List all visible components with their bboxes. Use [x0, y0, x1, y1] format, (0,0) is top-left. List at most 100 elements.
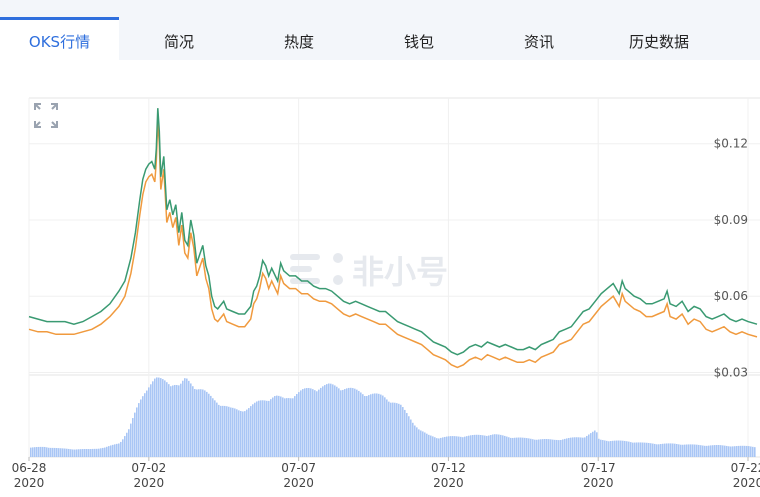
volume-bar	[362, 394, 364, 457]
volume-bar	[368, 395, 370, 457]
volume-bar	[574, 437, 576, 457]
volume-bar	[196, 389, 198, 457]
volume-bar	[696, 444, 698, 457]
volume-bar	[480, 435, 482, 457]
volume-bar	[176, 385, 178, 457]
volume-bar	[408, 416, 410, 457]
volume-bar	[42, 446, 44, 457]
volume-bar	[330, 383, 332, 457]
volume-bar	[336, 386, 338, 457]
volume-bar	[276, 395, 278, 457]
volume-bar	[446, 436, 448, 457]
volume-bar	[598, 438, 600, 457]
volume-bar	[474, 434, 476, 457]
volume-bar	[544, 439, 546, 457]
volume-bar	[492, 434, 494, 457]
volume-bar	[704, 445, 706, 457]
volume-bar	[256, 401, 258, 457]
volume-bar	[572, 437, 574, 457]
volume-bar	[666, 443, 668, 457]
volume-bar	[158, 377, 160, 457]
volume-bar	[646, 442, 648, 457]
price-series-line	[28, 120, 758, 369]
volume-bar	[650, 443, 652, 457]
volume-bar	[216, 402, 218, 457]
volume-bar	[274, 396, 276, 457]
volume-bar	[306, 388, 308, 457]
volume-bar	[712, 445, 714, 457]
volume-bar	[348, 387, 350, 457]
volume-bar	[482, 435, 484, 457]
volume-bar	[588, 434, 590, 457]
tab-overview[interactable]: 简况	[119, 20, 239, 60]
volume-bar	[658, 444, 660, 457]
volume-bar	[596, 432, 598, 457]
tab-label: 历史数据	[628, 33, 689, 51]
volume-bar	[272, 397, 274, 457]
volume-bar	[754, 447, 756, 457]
volume-bar	[184, 378, 186, 457]
volume-bar	[118, 443, 120, 457]
y-tick-label: $0.06	[714, 289, 748, 303]
volume-bar	[680, 444, 682, 457]
tab-label: 钱包	[403, 33, 434, 51]
volume-bar	[664, 443, 666, 457]
volume-bar	[742, 445, 744, 457]
volume-bar	[128, 429, 130, 457]
volume-bar	[526, 438, 528, 457]
volume-bar	[716, 445, 718, 457]
volume-bar	[392, 402, 394, 457]
tab-bar: OKS行情 简况 热度 钱包 资讯 历史数据	[0, 0, 760, 60]
volume-bar	[638, 442, 640, 457]
volume-bar	[168, 384, 170, 457]
volume-bar	[692, 444, 694, 457]
tab-news[interactable]: 资讯	[479, 20, 599, 60]
volume-bar	[308, 388, 310, 457]
volume-bar	[318, 389, 320, 457]
volume-bar	[284, 398, 286, 457]
volume-bar	[618, 440, 620, 457]
volume-bar	[668, 443, 670, 457]
volume-bar	[234, 408, 236, 457]
volume-bar	[584, 437, 586, 457]
tab-history[interactable]: 历史数据	[599, 20, 719, 60]
volume-bar	[586, 435, 588, 457]
x-tick-date: 07-02	[131, 461, 166, 475]
volume-bar	[74, 449, 76, 457]
volume-bar	[432, 436, 434, 457]
volume-bar	[458, 436, 460, 457]
tab-oks-market[interactable]: OKS行情	[0, 17, 119, 60]
volume-bar	[728, 446, 730, 457]
volume-bar	[424, 432, 426, 457]
expand-icon[interactable]	[34, 103, 58, 128]
x-tick-date: 07-17	[581, 461, 616, 475]
tab-wallet[interactable]: 钱包	[359, 20, 479, 60]
volume-bar	[136, 407, 138, 457]
volume-bar	[44, 446, 46, 457]
volume-bar	[522, 437, 524, 457]
volume-bar	[706, 445, 708, 457]
volume-bar	[150, 384, 152, 457]
volume-bar	[342, 389, 344, 457]
volume-bar	[652, 443, 654, 457]
volume-bar	[164, 380, 166, 457]
volume-bar	[682, 444, 684, 457]
tab-popularity[interactable]: 热度	[239, 20, 359, 60]
volume-bar	[360, 392, 362, 457]
volume-bar	[656, 444, 658, 457]
volume-bar	[488, 435, 490, 457]
volume-bar	[614, 440, 616, 457]
volume-bar	[202, 389, 204, 457]
series-lines	[28, 108, 758, 369]
volume-bar	[140, 399, 142, 457]
volume-bar	[622, 440, 624, 457]
volume-bar	[470, 435, 472, 457]
volume-bar	[644, 442, 646, 457]
volume-bar	[338, 388, 340, 457]
volume-bar	[302, 389, 304, 457]
volume-bar	[242, 411, 244, 457]
volume-bar	[612, 440, 614, 457]
volume-bar	[204, 390, 206, 457]
volume-bar	[570, 437, 572, 457]
volume-bar	[84, 449, 86, 457]
